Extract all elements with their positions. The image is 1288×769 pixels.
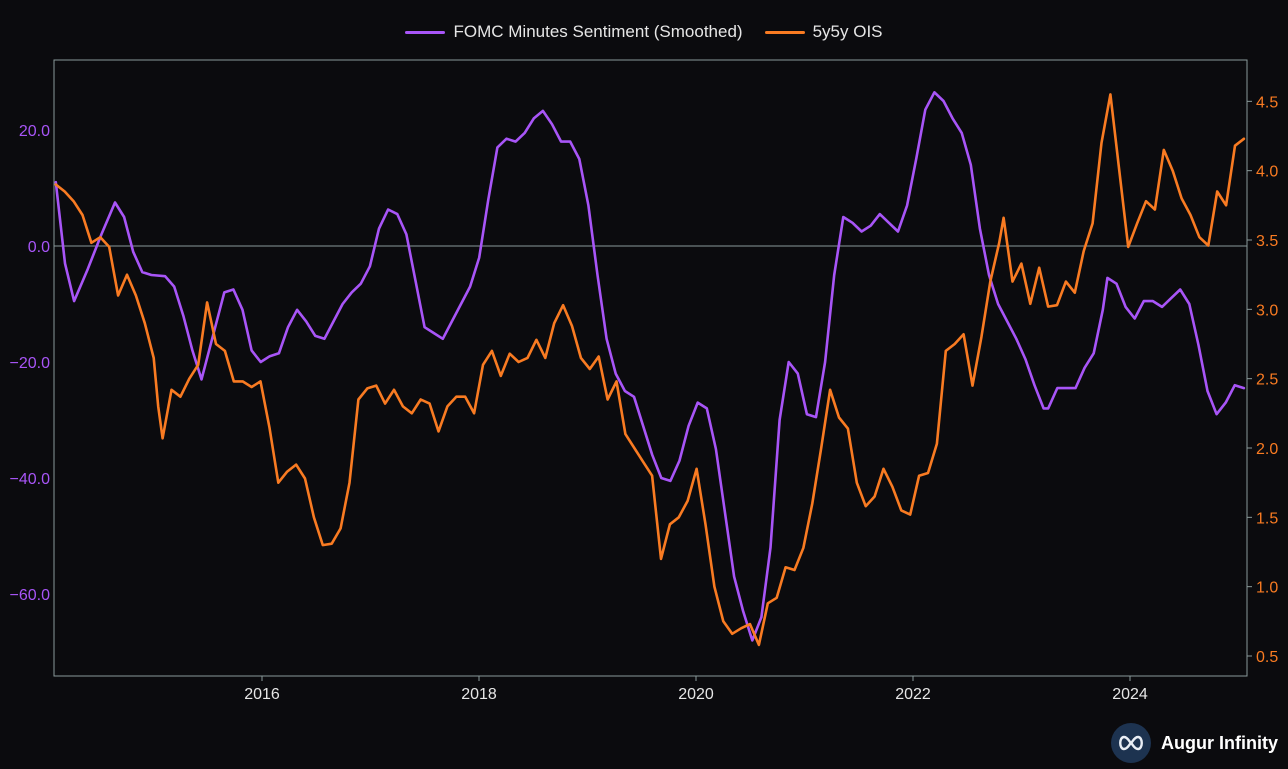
legend-item-ois[interactable]: 5y5y OIS xyxy=(764,22,883,42)
x-tick-label: 2022 xyxy=(895,686,931,703)
legend-item-sentiment[interactable]: FOMC Minutes Sentiment (Smoothed) xyxy=(405,22,743,42)
left-y-tick-label: −20.0 xyxy=(10,355,51,372)
brand-name: Augur Infinity xyxy=(1161,732,1278,753)
left-y-tick-label: 20.0 xyxy=(19,123,50,140)
right-y-tick-label: 1.5 xyxy=(1256,510,1278,527)
left-y-tick-label: −40.0 xyxy=(10,471,51,488)
x-tick-label: 2016 xyxy=(244,686,280,703)
right-y-axis: 4.5 4.0 3.5 3.0 2.5 2.0 1.5 1.0 0.5 xyxy=(1247,94,1278,666)
plot-border xyxy=(53,59,1248,677)
left-y-tick-label: 0.0 xyxy=(28,239,50,256)
right-y-tick-label: 1.0 xyxy=(1256,580,1278,597)
x-tick-label: 2018 xyxy=(461,686,497,703)
right-y-tick-label: 0.5 xyxy=(1256,649,1278,666)
x-axis: 2016 2018 2020 2022 2024 xyxy=(244,676,1148,703)
brand-logo: Augur Infinity xyxy=(1111,723,1278,763)
x-tick-label: 2020 xyxy=(678,686,714,703)
chart-legend: FOMC Minutes Sentiment (Smoothed) 5y5y O… xyxy=(0,22,1288,42)
right-y-tick-label: 2.5 xyxy=(1256,372,1278,389)
x-tick-label: 2024 xyxy=(1112,686,1148,703)
legend-label-sentiment: FOMC Minutes Sentiment (Smoothed) xyxy=(453,22,743,41)
legend-label-ois: 5y5y OIS xyxy=(812,22,883,41)
sentiment-series-line xyxy=(54,91,1246,642)
right-y-tick-label: 2.0 xyxy=(1256,441,1278,458)
infinity-icon xyxy=(1111,723,1152,763)
right-y-tick-label: 3.5 xyxy=(1256,233,1278,250)
right-y-tick-label: 3.0 xyxy=(1256,302,1278,319)
legend-swatch-ois xyxy=(764,30,805,34)
series-lines xyxy=(54,91,1246,647)
left-y-axis: 20.0 0.0 −20.0 −40.0 −60.0 xyxy=(10,123,51,604)
plot-frame xyxy=(53,59,1248,677)
right-y-tick-label: 4.5 xyxy=(1256,94,1278,111)
right-y-tick-label: 4.0 xyxy=(1256,164,1278,181)
ois-series-line xyxy=(54,93,1246,647)
left-y-tick-label: −60.0 xyxy=(10,587,51,604)
legend-swatch-sentiment xyxy=(405,30,446,34)
